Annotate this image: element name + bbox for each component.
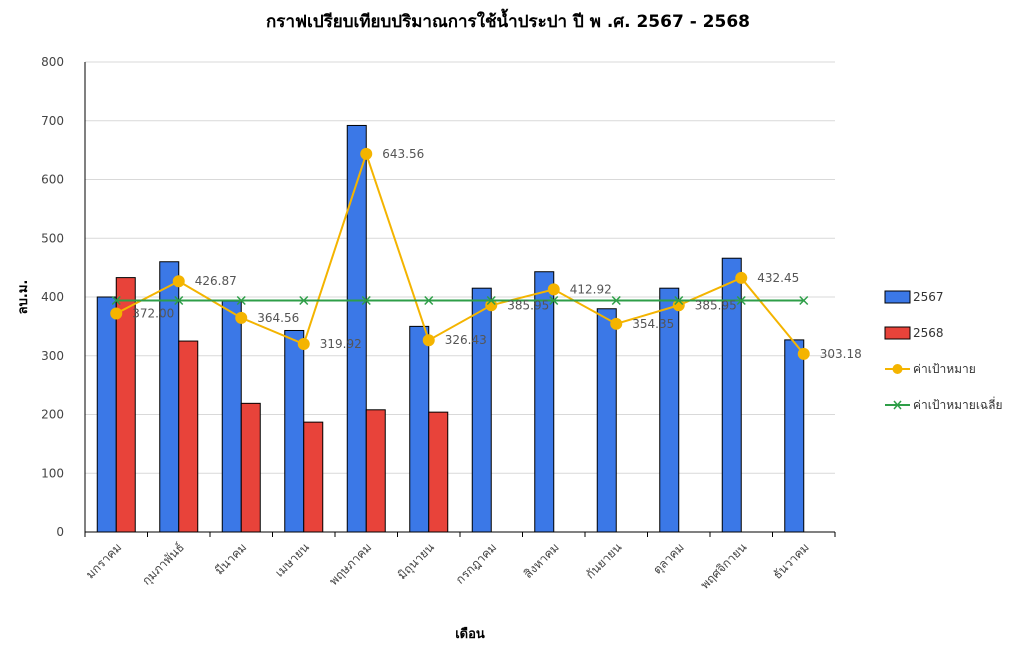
- y-tick-label: 300: [41, 349, 64, 363]
- target-point: [297, 338, 310, 351]
- avg-target-point: [486, 295, 496, 306]
- avg-target-point: [174, 295, 184, 306]
- avg-target-point: [111, 295, 121, 306]
- data-labels: 372.00 426.87 364.56 319.92 643.56 326.43 385.…: [132, 147, 862, 361]
- bar-2567-2: [159, 261, 180, 533]
- data-label: 426.87: [195, 274, 237, 288]
- y-tick-label: 500: [41, 231, 64, 245]
- bar-2567-1: [96, 296, 117, 533]
- data-label: 412.92: [570, 282, 612, 296]
- y-tick-label: 100: [41, 466, 64, 480]
- bar-2568-2: [178, 340, 199, 533]
- data-label: 354.35: [632, 317, 674, 331]
- target-point: [422, 334, 435, 347]
- avg-target-point: [611, 295, 621, 306]
- lines: [110, 147, 810, 360]
- gridlines: [85, 61, 835, 474]
- data-label: 432.45: [757, 271, 799, 285]
- x-axis-title: เดือน: [455, 626, 485, 642]
- target-point: [672, 299, 685, 312]
- target-point: [797, 347, 810, 360]
- y-tick-label: 200: [41, 408, 64, 422]
- data-label: 643.56: [382, 147, 424, 161]
- legend-label: 2567: [913, 290, 944, 304]
- legend-label: 2568: [913, 326, 944, 340]
- avg-target-point: [736, 295, 746, 306]
- legend-marker: [893, 400, 902, 410]
- bar-2568-5: [365, 409, 386, 533]
- data-label: 319.92: [320, 337, 362, 351]
- y-tick-label: 800: [41, 55, 64, 69]
- bar-2567-9: [596, 308, 617, 533]
- bar-2568-3: [240, 402, 261, 533]
- bar-2567-3: [221, 300, 242, 533]
- avg-target-point: [674, 295, 684, 306]
- legend-swatch: [884, 290, 911, 304]
- bar-2568-6: [428, 411, 449, 533]
- avg-target-point: [299, 295, 309, 306]
- bar-2568-4: [303, 421, 324, 533]
- bar-2567-4: [284, 329, 305, 533]
- data-label: 364.56: [257, 311, 299, 325]
- target-point: [610, 317, 623, 330]
- avg-target-point: [549, 295, 559, 306]
- target-point: [172, 275, 185, 288]
- target-point: [235, 311, 248, 324]
- target-point: [110, 307, 123, 320]
- bar-2567-6: [409, 325, 430, 533]
- legend-label: ค่าเป้าหมายเฉลี่ย: [913, 396, 1002, 412]
- avg-target-point: [361, 295, 371, 306]
- y-tick-label: 700: [41, 114, 64, 128]
- legend-swatch: [884, 326, 911, 340]
- target-point: [547, 283, 560, 296]
- y-tick-label: 400: [41, 290, 64, 304]
- target-point: [735, 271, 748, 284]
- data-label: 303.18: [820, 347, 862, 361]
- data-label: 326.43: [445, 333, 487, 347]
- bar-2567-7: [471, 287, 492, 533]
- data-label: 385.95: [507, 298, 549, 312]
- legend-marker: [892, 364, 903, 374]
- legend-label: ค่าเป้าหมาย: [913, 362, 976, 376]
- y-tick-label: 0: [56, 525, 64, 539]
- avg-target-point: [424, 295, 434, 306]
- chart-title: กราฟเปรียบเทียบปริมาณการใช้น้ำประปา ปี พ…: [266, 8, 750, 32]
- data-label: 385.95: [695, 298, 737, 312]
- avg-target-point: [236, 295, 246, 306]
- avg-target-point: [799, 295, 809, 306]
- bar-2567-12: [784, 339, 805, 533]
- y-axis-title: ลบ.ม.: [16, 280, 31, 315]
- data-label: 372.00: [132, 306, 174, 320]
- y-tick-label: 600: [41, 173, 64, 187]
- bar-2567-5: [346, 124, 367, 533]
- target-point: [485, 299, 498, 312]
- target-point: [360, 147, 373, 160]
